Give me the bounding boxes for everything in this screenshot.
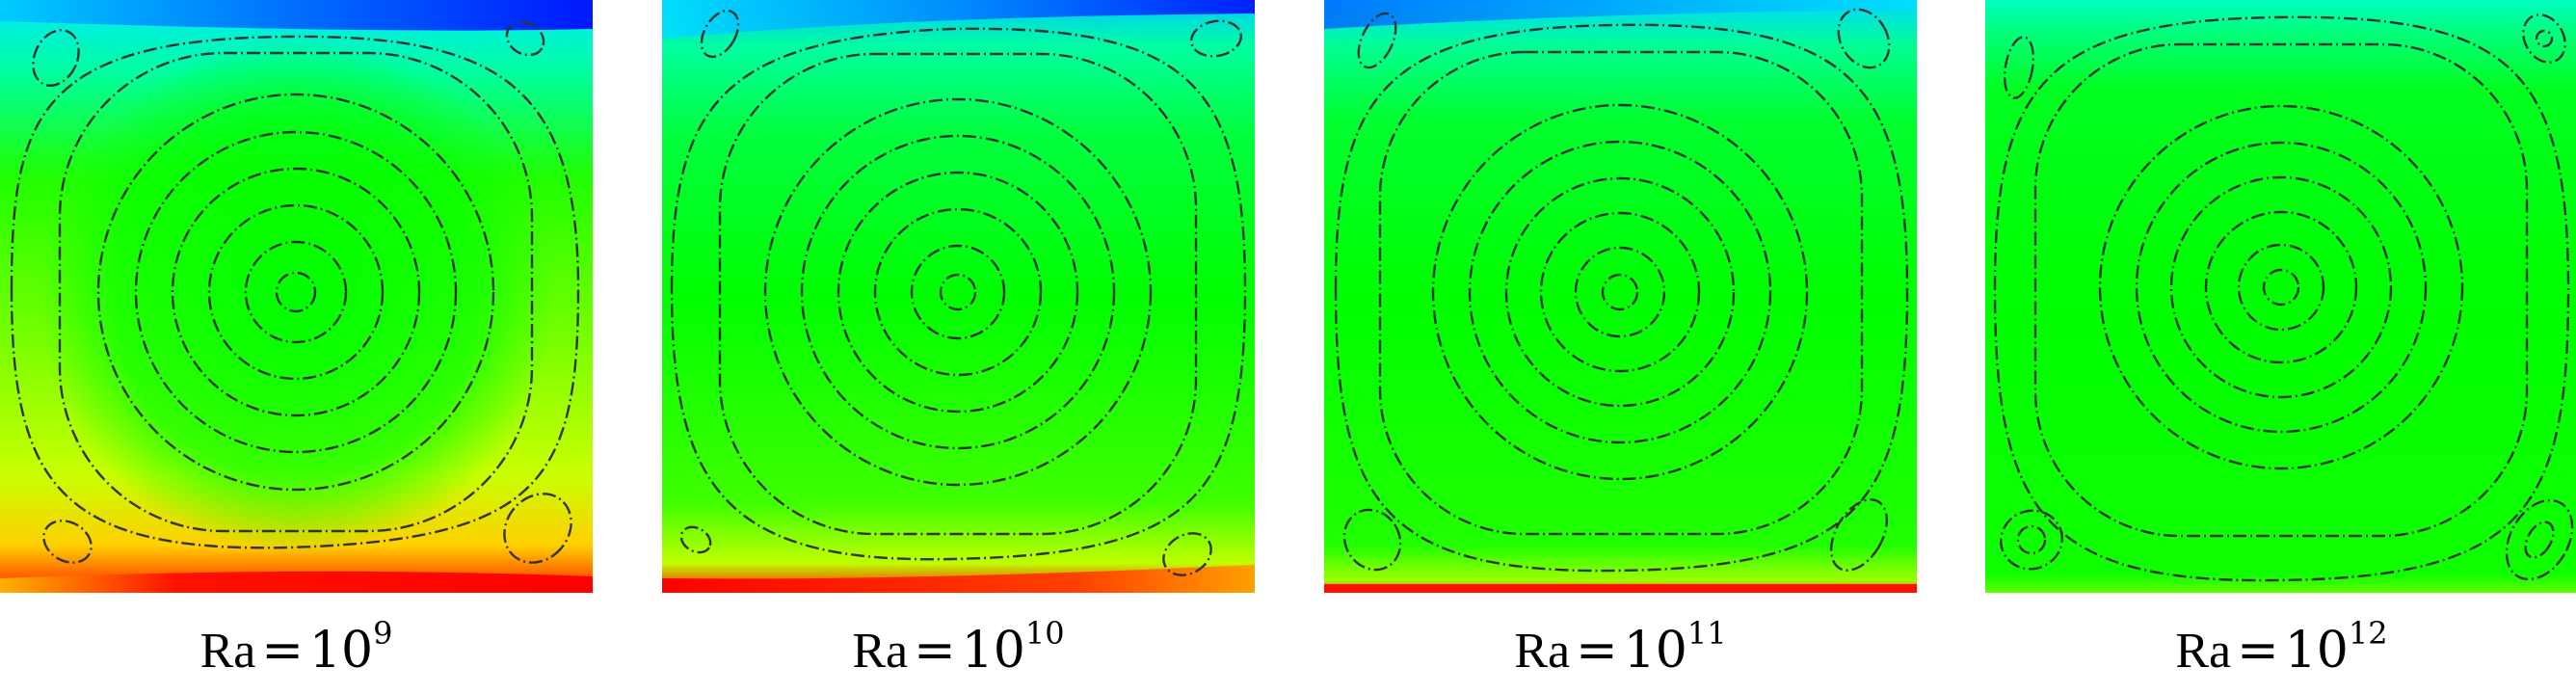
panel-caption: Ra = 109 — [0, 617, 593, 685]
panel-caption: Ra = 1011 — [1324, 617, 1917, 685]
streamlines — [1993, 13, 2574, 582]
caption-equals: = — [2237, 622, 2279, 680]
caption-base: 10 — [2284, 622, 2349, 680]
caption-equals: = — [261, 622, 304, 680]
caption-base: 10 — [961, 622, 1025, 680]
panel-ra-1e12: Ra = 1012 — [1985, 0, 2576, 694]
panel-caption: Ra = 1010 — [662, 617, 1255, 685]
temperature-streamline-plot — [1324, 0, 1917, 593]
streamlines — [10, 20, 580, 564]
caption-prefix: Ra — [199, 624, 256, 679]
caption-exponent: 9 — [373, 614, 393, 652]
caption-prefix: Ra — [852, 624, 909, 679]
temperature-streamline-plot — [662, 0, 1255, 593]
caption-equals: = — [1576, 622, 1618, 680]
caption-exponent: 10 — [1024, 614, 1065, 652]
temperature-streamline-plot — [1985, 0, 2576, 593]
caption-prefix: Ra — [1514, 624, 1571, 679]
caption-exponent: 11 — [1686, 614, 1727, 652]
caption-exponent: 12 — [2348, 614, 2388, 652]
panel-ra-1e10: Ra = 1010 — [662, 0, 1255, 694]
temperature-streamline-plot — [0, 0, 593, 593]
caption-prefix: Ra — [2175, 624, 2232, 679]
streamlines — [1334, 8, 1909, 573]
panel-caption: Ra = 1012 — [1985, 617, 2576, 685]
panel-ra-1e9: Ra = 109 — [0, 0, 593, 694]
caption-base: 10 — [1623, 622, 1687, 680]
streamlines — [670, 9, 1247, 576]
caption-base: 10 — [308, 622, 374, 680]
caption-equals: = — [914, 622, 956, 680]
panel-ra-1e11: Ra = 1011 — [1324, 0, 1917, 694]
